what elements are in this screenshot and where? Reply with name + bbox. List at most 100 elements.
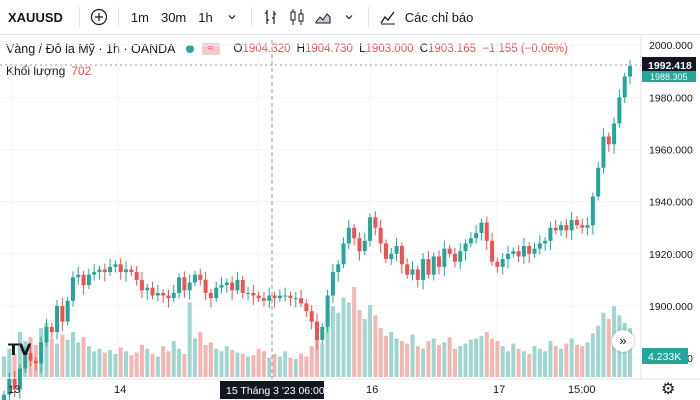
volume-bar [585, 342, 590, 377]
candles-group [2, 60, 632, 400]
volume-bar [277, 356, 282, 377]
candle [484, 222, 489, 241]
volume-bar [283, 351, 288, 377]
chevron-down-icon[interactable] [219, 0, 245, 34]
volume-bar [55, 343, 60, 377]
candle [442, 248, 447, 267]
candle [12, 379, 17, 390]
volume-bar [251, 355, 256, 377]
candle [415, 269, 420, 280]
interval-30m-button[interactable]: 30m [160, 9, 187, 25]
tradingview-logo-icon: 𝗧𝗩 [8, 342, 32, 359]
indicators-icon[interactable] [375, 0, 401, 34]
volume-bar [352, 287, 357, 377]
volume-bar [7, 348, 12, 377]
symbol-label[interactable]: XAUUSD [8, 9, 63, 25]
volume-bar [102, 352, 107, 377]
candle [479, 222, 484, 233]
candle [315, 321, 319, 340]
top-toolbar: XAUUSD 1m 30m 1h Các chỉ báo [0, 0, 700, 35]
volume-bar [426, 341, 431, 377]
volume-bar [394, 338, 399, 377]
candle [601, 136, 606, 168]
area-style-icon[interactable] [310, 0, 336, 34]
candle [23, 352, 28, 369]
candle [198, 274, 203, 280]
volume-bar [214, 348, 219, 377]
toolbar-divider [367, 7, 369, 27]
candle [55, 305, 60, 333]
x-tick-label: 15:00 [568, 384, 596, 396]
candle [65, 300, 70, 322]
candle [309, 311, 314, 322]
volume-bar [92, 351, 97, 377]
plus-circle-icon[interactable] [86, 0, 112, 34]
y-tick-label: 1960.000 [649, 145, 693, 157]
volume-bar [187, 302, 192, 377]
volume-bar [484, 332, 489, 377]
candle [336, 264, 341, 273]
candle [447, 248, 452, 254]
volume-bar [177, 348, 182, 377]
candles-style-icon[interactable] [284, 0, 310, 34]
candle [230, 282, 235, 291]
interval-1m-button[interactable]: 1m [130, 9, 149, 25]
volume-bar [293, 359, 298, 377]
indicators-button[interactable]: Các chỉ báo [404, 9, 474, 25]
volume-tag-box [642, 348, 688, 364]
price-chart[interactable]: 2000.000 1980.000 1960.000 1940.000 1920.000… [0, 34, 700, 400]
volume-tag-label: 4.233K [648, 351, 681, 363]
interval-1h-button[interactable]: 1h [198, 9, 213, 25]
candle [368, 217, 373, 241]
volume-bar [564, 343, 569, 377]
volume-bar [346, 302, 351, 377]
candle [39, 342, 44, 364]
volume-bar [267, 357, 272, 377]
candle [463, 243, 468, 252]
volume-bar [500, 346, 505, 377]
scroll-right-icon[interactable]: » [612, 330, 634, 352]
chevron-down-icon[interactable] [336, 0, 362, 34]
x-tick-label: 17 [493, 384, 505, 396]
candle [330, 272, 335, 296]
volume-bar [521, 351, 526, 377]
volume-bar [299, 353, 304, 377]
volume-bar [139, 344, 144, 377]
volume-bar [383, 335, 388, 377]
candle [394, 246, 399, 254]
candle [527, 246, 532, 254]
y-tick-label: 1920.000 [649, 249, 693, 261]
candle [166, 295, 171, 299]
volume-bar [12, 353, 17, 377]
volume-bar [399, 341, 404, 377]
candle [362, 240, 367, 252]
volume-bar [442, 342, 447, 377]
candle [548, 227, 553, 241]
candle [532, 248, 537, 254]
price-tag-box [642, 56, 696, 73]
candle [182, 277, 187, 291]
bar-chart-style-icon[interactable] [258, 0, 284, 34]
volume-bar [256, 348, 261, 377]
candle [92, 272, 97, 275]
candle [553, 227, 558, 231]
candle [177, 277, 182, 293]
candle [139, 279, 144, 291]
gear-icon[interactable]: ⚙ [661, 381, 676, 398]
volume-bar [574, 344, 579, 377]
volume-bar [325, 315, 330, 377]
volume-bar [230, 350, 235, 377]
candle [628, 66, 632, 77]
volume-bar [166, 351, 171, 377]
wave-icon[interactable]: ≈ [201, 43, 220, 55]
volume-bar [553, 346, 558, 377]
volume-bar [240, 353, 245, 377]
x-tick-label: 16 [366, 384, 378, 396]
volume-bar [2, 356, 6, 377]
volume-bar [458, 346, 463, 377]
volume-bar [155, 356, 160, 377]
volume-bar [405, 343, 410, 377]
open-value: 1904.320 [242, 43, 291, 55]
volume-bar [468, 339, 473, 377]
candle [426, 259, 431, 275]
